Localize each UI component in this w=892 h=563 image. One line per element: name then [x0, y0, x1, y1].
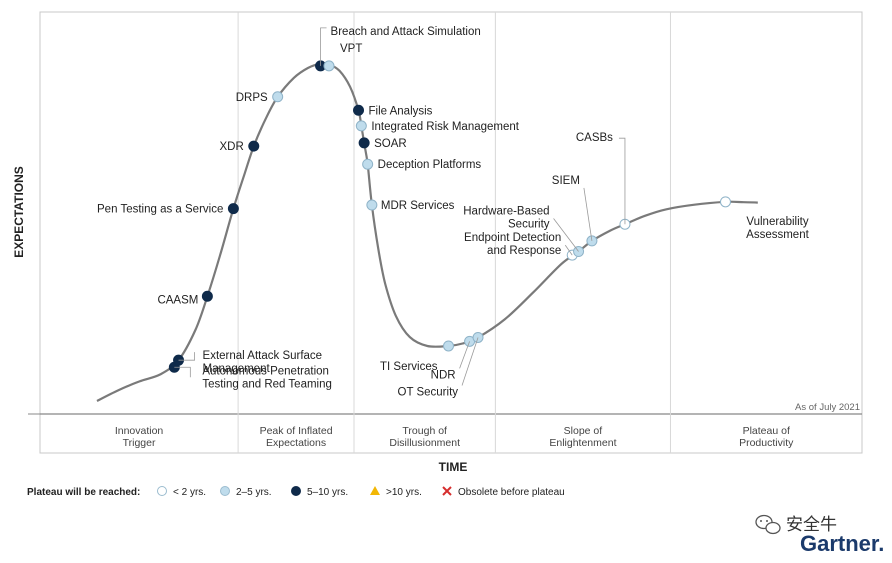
- x-axis-title: TIME: [439, 460, 468, 474]
- point-deception-platforms: [362, 158, 374, 170]
- point-soar: [358, 137, 370, 149]
- point-integrated-risk-management: [355, 120, 367, 132]
- phase-label: Expectations: [266, 437, 326, 449]
- point-mdr-services: [366, 199, 378, 211]
- point-label: CAASM: [157, 294, 198, 306]
- point-label: Security: [508, 219, 550, 231]
- plot-border: [39, 11, 863, 454]
- point-xdr: [248, 140, 260, 152]
- leader-line: [459, 341, 470, 369]
- point-label: and Response: [487, 245, 561, 257]
- leader-line: [553, 218, 579, 252]
- point-ti-services: [443, 340, 454, 352]
- leader-line: [178, 352, 195, 361]
- legend-marker-circle: [220, 486, 230, 496]
- plot-frame: [28, 11, 863, 454]
- point-label: Deception Platforms: [378, 159, 482, 171]
- leader-line: [583, 187, 593, 241]
- phase-label: Disillusionment: [389, 437, 460, 449]
- point-vulnerability-assessment: [719, 196, 731, 208]
- point-file-analysis: [353, 104, 365, 116]
- leader-line: [618, 137, 626, 225]
- point-label: External Attack Surface: [203, 350, 323, 362]
- point-label: File Analysis: [369, 105, 433, 117]
- point-label: Vulnerability: [746, 216, 808, 228]
- legend-marker-triangle: [370, 486, 380, 495]
- legend-label: >10 yrs.: [386, 487, 422, 498]
- leader-line: [174, 366, 191, 378]
- point-label: OT Security: [398, 386, 459, 398]
- point-label: Assessment: [746, 229, 809, 241]
- point-label: MDR Services: [381, 200, 455, 212]
- point-label: DRPS: [236, 92, 268, 104]
- data-points: [168, 60, 731, 373]
- legend-marker-circle: [157, 486, 167, 496]
- leader-line: [320, 27, 327, 66]
- phase-label: Trigger: [123, 437, 156, 449]
- point-label: XDR: [219, 141, 243, 153]
- point-label: NDR: [431, 369, 456, 381]
- legend: Plateau will be reached: < 2 yrs. 2–5 yrs…: [27, 486, 565, 498]
- phase-label: Innovation: [115, 425, 164, 437]
- point-label: CASBs: [576, 132, 613, 144]
- phase-label: Slope of: [564, 425, 603, 437]
- point-label: Autonomous Penetration: [202, 365, 329, 377]
- leader-line: [564, 244, 573, 256]
- legend-marker-x: [442, 486, 452, 496]
- watermark-text: 安全牛: [786, 515, 837, 535]
- phase-label: Peak of Inflated: [260, 425, 333, 437]
- point-label: Testing and Red Teaming: [202, 378, 332, 390]
- legend-label: < 2 yrs.: [173, 487, 206, 498]
- point-label: Pen Testing as a Service: [97, 204, 223, 216]
- phase-label: Productivity: [739, 437, 794, 449]
- point-label: VPT: [340, 43, 362, 55]
- point-label: Hardware-Based: [463, 206, 549, 218]
- point-vpt: [323, 60, 335, 72]
- point-label: Breach and Attack Simulation: [331, 26, 481, 38]
- point-label: TI Services: [380, 361, 438, 373]
- as-of-date: As of July 2021: [795, 402, 860, 413]
- point-label: Integrated Risk Management: [371, 121, 519, 133]
- point-drps: [272, 91, 284, 103]
- legend-label: 2–5 yrs.: [236, 487, 272, 498]
- point-label: SOAR: [374, 138, 407, 150]
- gartner-logo: Gartner.: [800, 531, 884, 556]
- legend-title: Plateau will be reached:: [27, 487, 140, 498]
- point-label: Endpoint Detection: [464, 232, 561, 244]
- legend-marker-circle: [291, 486, 301, 496]
- point-label: SIEM: [552, 175, 580, 187]
- watermark: 安全牛 Gartner.: [755, 514, 884, 556]
- point-pen-testing-as-a-service: [227, 203, 239, 215]
- wechat-icon: [755, 514, 781, 535]
- phase-label: Trough of: [402, 425, 447, 437]
- point-label: Management: [203, 363, 271, 375]
- legend-label: Obsolete before plateau: [458, 487, 565, 498]
- leader-line: [461, 337, 479, 386]
- point-caasm: [201, 290, 213, 302]
- y-axis-title: EXPECTATIONS: [12, 166, 26, 258]
- legend-label: 5–10 yrs.: [307, 487, 348, 498]
- phase-label: Plateau of: [743, 425, 790, 437]
- phase-label: Enlightenment: [549, 437, 616, 449]
